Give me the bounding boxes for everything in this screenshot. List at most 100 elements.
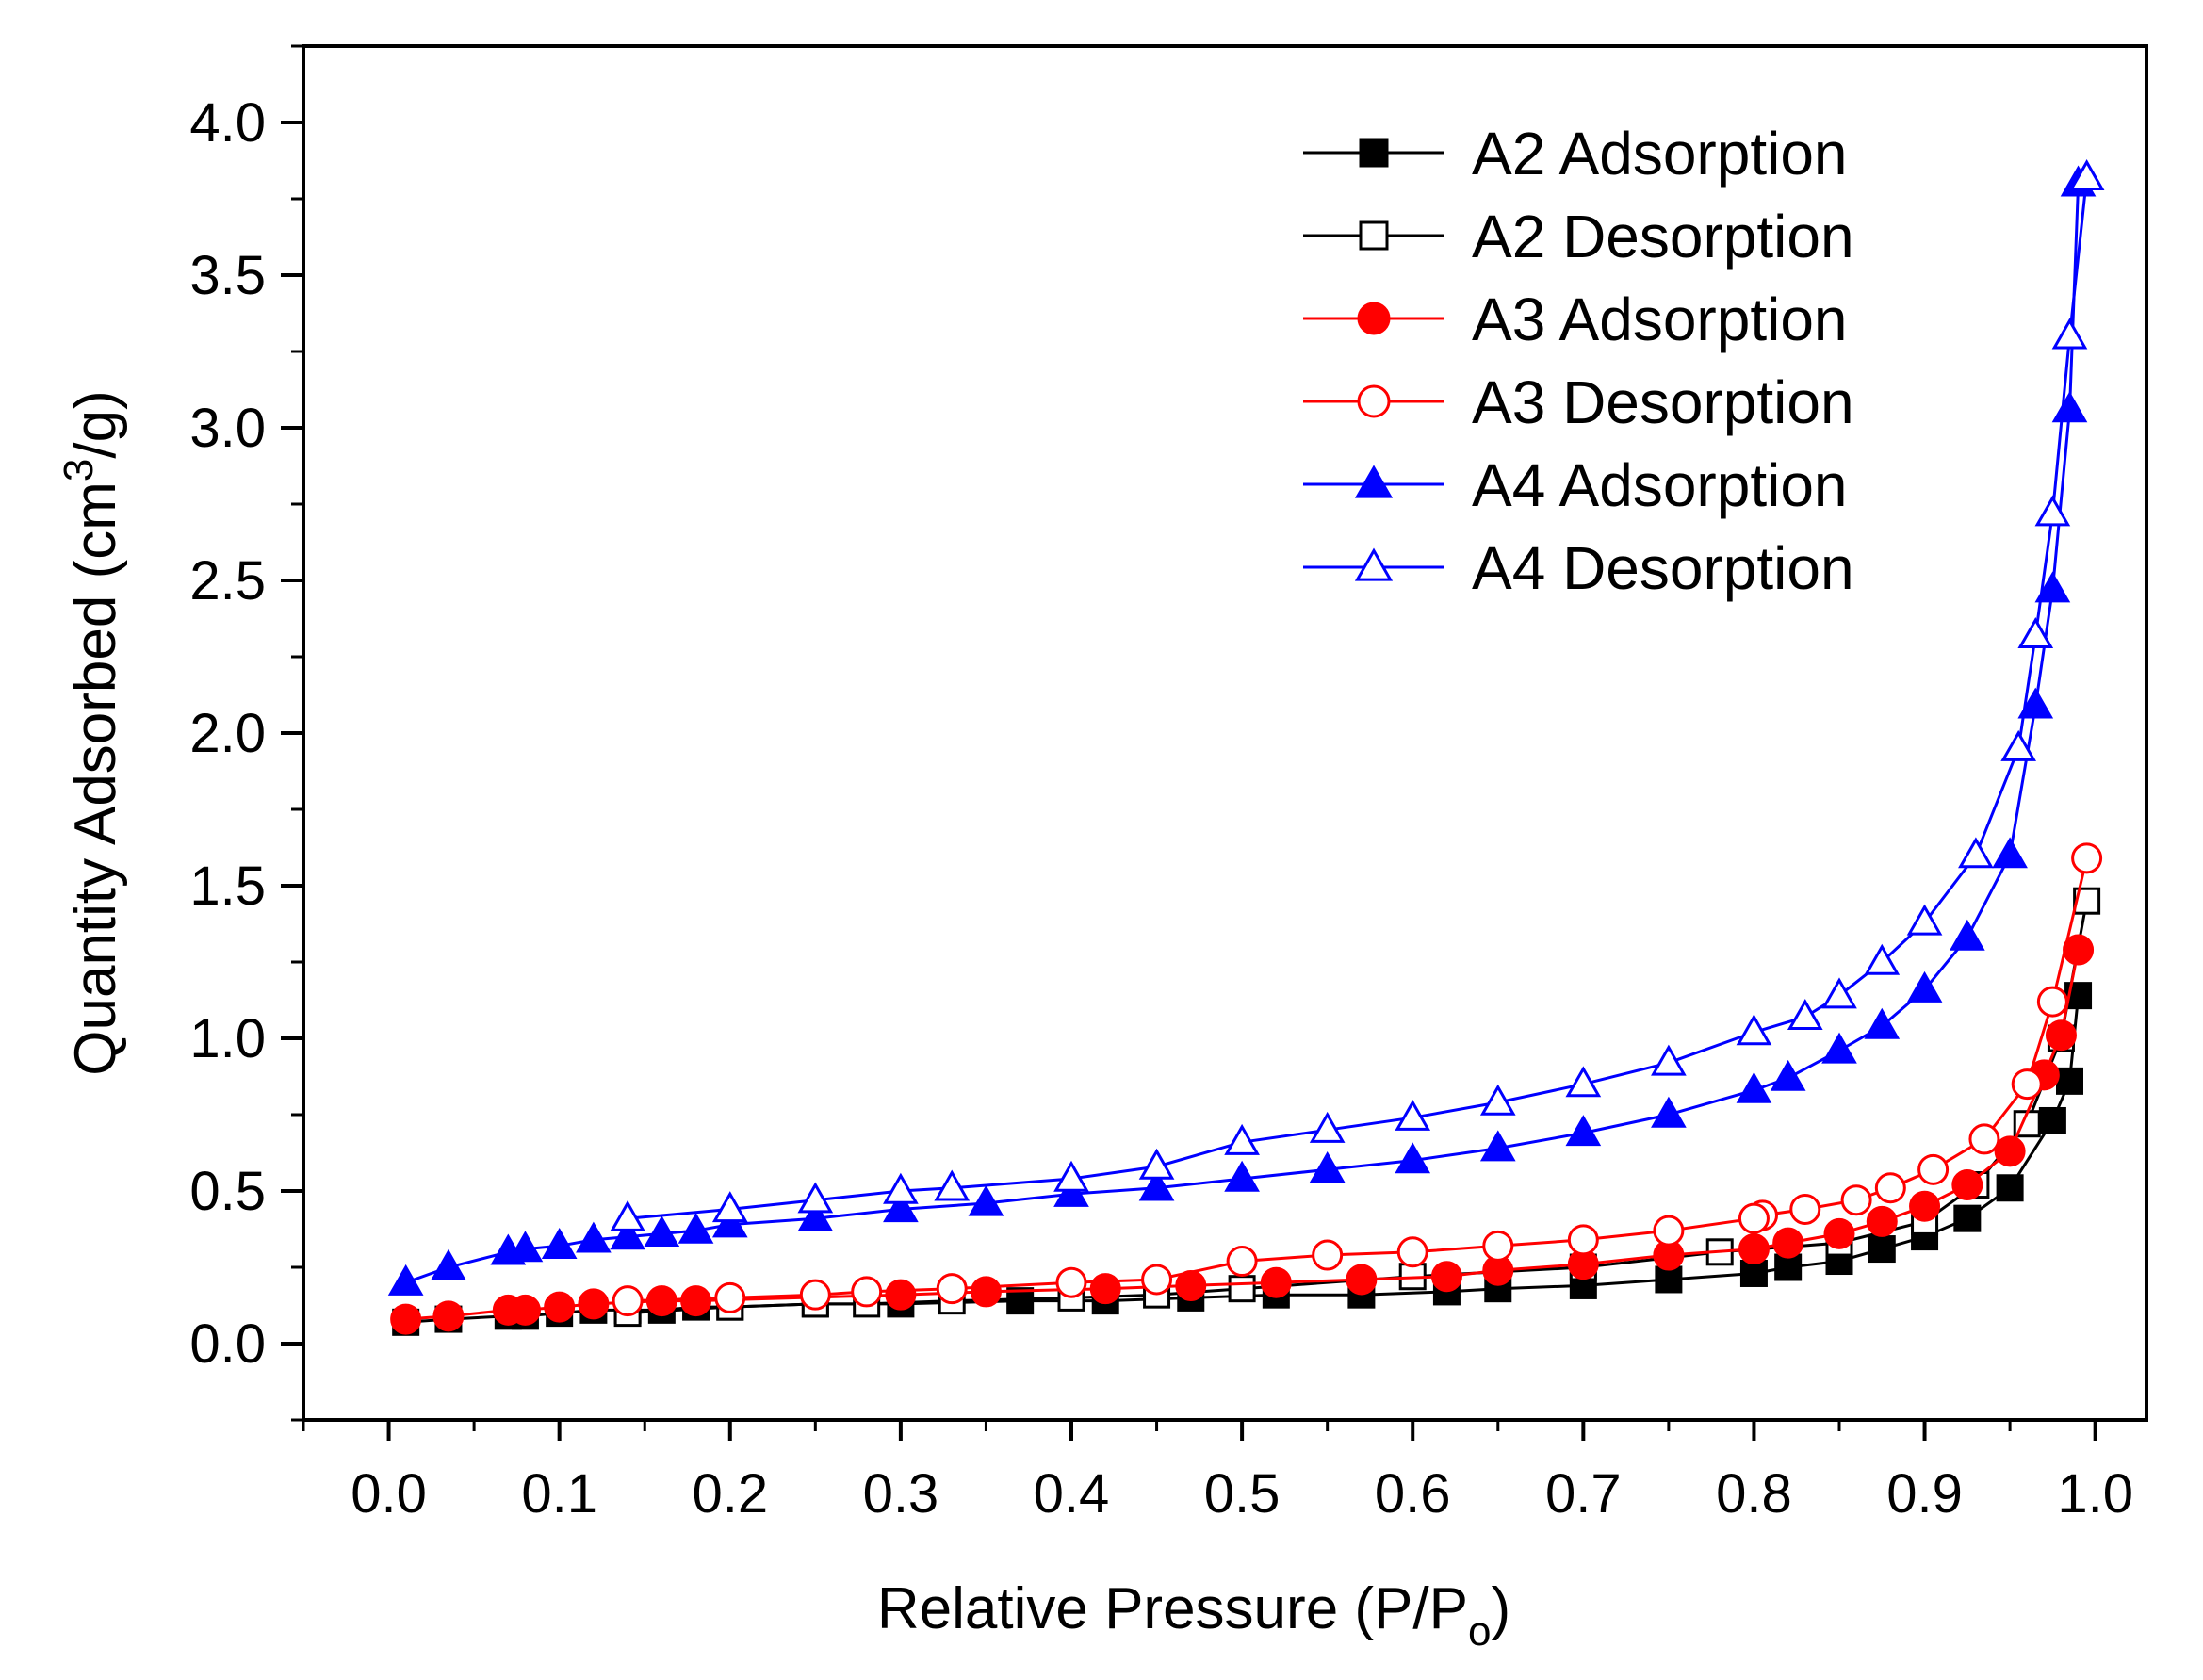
series-5 xyxy=(387,165,2097,1296)
data-point xyxy=(1228,1275,1256,1303)
data-point xyxy=(1138,1148,1175,1180)
data-point xyxy=(1395,1099,1431,1131)
data-point xyxy=(1958,837,1994,869)
y-tick-label: 1.5 xyxy=(189,856,266,917)
data-point xyxy=(1653,1215,1685,1247)
data-point xyxy=(677,1212,714,1244)
data-point xyxy=(1774,1253,1803,1281)
data-point xyxy=(799,1279,831,1311)
series-line xyxy=(405,949,2081,1321)
data-point xyxy=(387,1264,424,1296)
y-tick-label: 3.5 xyxy=(189,245,266,306)
data-point xyxy=(1866,1205,1898,1237)
legend-label: A2 Adsorption xyxy=(1472,120,1848,188)
data-point xyxy=(1260,1266,1292,1298)
data-point xyxy=(1738,1233,1770,1265)
data-point xyxy=(1787,999,1823,1031)
y-tick-label: 3.0 xyxy=(189,398,266,459)
data-point xyxy=(2017,687,2054,719)
data-point xyxy=(431,1248,466,1280)
x-tick-label: 0.7 xyxy=(1545,1463,1622,1525)
data-point xyxy=(1651,1096,1687,1128)
data-point xyxy=(1655,1265,1683,1294)
data-point xyxy=(1141,1264,1173,1296)
legend-marker xyxy=(1359,138,1389,168)
data-point xyxy=(2034,571,2071,603)
data-point xyxy=(797,1182,834,1214)
data-point xyxy=(1053,1160,1089,1192)
data-point xyxy=(1949,919,1985,951)
legend-label: A2 Desorption xyxy=(1472,203,1854,270)
data-point xyxy=(507,1231,544,1263)
y-tick-label: 2.0 xyxy=(189,703,266,764)
data-point xyxy=(2051,318,2088,350)
axis-ticks: 0.0 0.1 0.2 0.3 0.4 0.5 0.6 0.7 0.8 0.9 1.0 0.0 0.5 1… xyxy=(189,44,2133,1525)
x-tick-label: 0.0 xyxy=(351,1463,427,1525)
data-point xyxy=(2034,495,2071,527)
data-point xyxy=(544,1291,576,1323)
data-point xyxy=(1770,1059,1806,1091)
data-point xyxy=(541,1228,578,1260)
data-point xyxy=(1312,1239,1344,1271)
data-point xyxy=(2038,1106,2066,1134)
data-point xyxy=(1789,1193,1821,1225)
x-tick-label: 0.9 xyxy=(1886,1463,1963,1525)
data-point xyxy=(1864,1007,1901,1039)
data-point xyxy=(2036,986,2068,1018)
legend: A2 Adsorption A2 Desorption A3 Adsorption A… xyxy=(1303,120,1854,602)
data-point xyxy=(644,1215,680,1248)
data-point xyxy=(1840,1184,1872,1216)
x-tick-label: 0.6 xyxy=(1375,1463,1451,1525)
data-point xyxy=(714,1281,746,1313)
data-point xyxy=(509,1294,541,1326)
data-point xyxy=(1736,1071,1772,1103)
data-point xyxy=(610,1218,645,1250)
x-tick-label: 0.1 xyxy=(521,1463,597,1525)
data-point xyxy=(1651,1044,1687,1076)
y-tick-label: 4.0 xyxy=(189,92,266,154)
legend-marker xyxy=(1357,302,1391,335)
legend-marker xyxy=(1359,220,1389,251)
data-point xyxy=(1821,1032,1857,1064)
data-point xyxy=(2045,1019,2077,1052)
data-point xyxy=(883,1191,919,1223)
data-point xyxy=(968,1184,1004,1216)
data-point xyxy=(612,1285,644,1317)
x-tick-label: 0.4 xyxy=(1034,1463,1110,1525)
data-point xyxy=(1772,1227,1804,1259)
data-point xyxy=(885,1279,917,1311)
data-point xyxy=(1309,1151,1346,1183)
series-layer xyxy=(387,159,2105,1336)
y-tick-label: 0.0 xyxy=(189,1313,266,1375)
series-4 xyxy=(612,842,2103,1317)
series-line xyxy=(627,177,2089,1220)
data-point xyxy=(1864,943,1901,975)
data-point xyxy=(576,1221,612,1253)
data-point xyxy=(1821,977,1857,1009)
data-point xyxy=(1053,1175,1089,1207)
x-axis-label: Relative Pressure (P/Po) xyxy=(877,1576,1510,1655)
x-tick-label: 0.2 xyxy=(692,1463,768,1525)
series-line xyxy=(628,900,2089,1315)
data-point xyxy=(2068,159,2105,191)
legend-marker xyxy=(1354,547,1394,581)
data-point xyxy=(1906,970,1943,1003)
data-point xyxy=(432,1300,465,1332)
data-point xyxy=(1953,1204,1982,1232)
data-point xyxy=(970,1276,1002,1308)
data-point xyxy=(1738,1202,1770,1234)
x-tick-label: 0.5 xyxy=(1204,1463,1281,1525)
legend-label: A4 Desorption xyxy=(1472,534,1854,602)
data-point xyxy=(797,1199,834,1231)
data-point xyxy=(2011,1068,2043,1101)
data-point xyxy=(883,1172,919,1204)
legend-label: A3 Desorption xyxy=(1472,368,1854,436)
data-point xyxy=(1739,1259,1768,1287)
data-point xyxy=(1823,1217,1855,1249)
data-point xyxy=(1994,1135,2026,1167)
data-point xyxy=(1906,904,1943,936)
data-point xyxy=(1868,1235,1896,1264)
legend-marker xyxy=(1357,384,1391,418)
data-point xyxy=(1968,1123,2000,1155)
